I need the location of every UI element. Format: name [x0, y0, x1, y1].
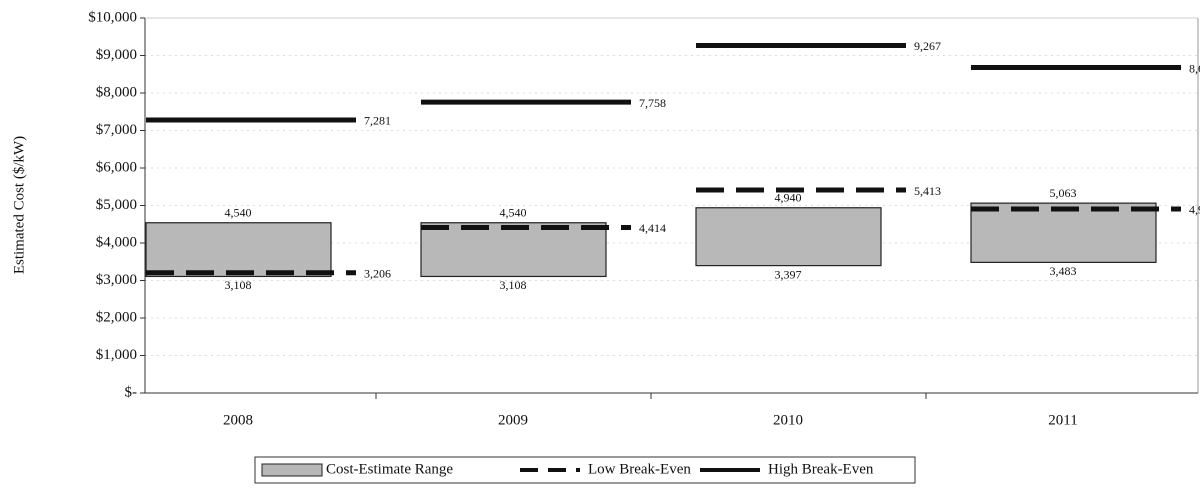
- range-high-label: 4,940: [775, 191, 802, 205]
- break-even-label: 4,414: [639, 221, 666, 235]
- range-box: [420, 222, 607, 278]
- break-even-label: 5,413: [914, 184, 941, 198]
- legend-label: Cost-Estimate Range: [326, 461, 453, 477]
- break-even-label: 7,758: [639, 96, 666, 110]
- legend-label: High Break-Even: [768, 461, 874, 477]
- break-even-label: 3,206: [364, 267, 391, 281]
- y-axis-title: Estimated Cost ($/kW): [11, 136, 27, 274]
- legend-swatch: [261, 463, 323, 477]
- break-even-label: 8,679: [1189, 61, 1200, 75]
- y-tick-label: $6,000: [96, 159, 137, 175]
- range-low-label: 3,397: [775, 267, 802, 281]
- range-box: [970, 202, 1157, 263]
- x-tick-label: 2011: [1048, 412, 1077, 428]
- x-tick-label: 2008: [223, 412, 253, 428]
- y-tick-label: $4,000: [96, 234, 137, 250]
- y-tick-label: $2,000: [96, 309, 137, 325]
- legend-box: [254, 456, 916, 484]
- range-low-label: 3,108: [225, 278, 252, 292]
- break-even-label: 9,267: [914, 39, 941, 53]
- range-low-label: 3,108: [500, 278, 527, 292]
- range-box: [695, 207, 882, 267]
- range-low-label: 3,483: [1050, 264, 1077, 278]
- x-tick-label: 2009: [498, 412, 528, 428]
- y-tick-label: $5,000: [96, 197, 137, 213]
- range-high-label: 5,063: [1050, 186, 1077, 200]
- y-tick-label: $-: [125, 384, 138, 400]
- y-tick-label: $3,000: [96, 272, 137, 288]
- y-tick-label: $9,000: [96, 47, 137, 63]
- break-even-label: 4,907: [1189, 203, 1200, 217]
- break-even-label: 7,281: [364, 114, 391, 128]
- y-tick-label: $7,000: [96, 122, 137, 138]
- range-high-label: 4,540: [500, 206, 527, 220]
- x-tick-label: 2010: [773, 412, 803, 428]
- range-box: [145, 222, 332, 278]
- range-high-label: 4,540: [225, 206, 252, 220]
- legend-label: Low Break-Even: [588, 461, 691, 477]
- y-tick-label: $8,000: [96, 84, 137, 100]
- y-tick-label: $10,000: [88, 9, 137, 25]
- y-tick-label: $1,000: [96, 347, 137, 363]
